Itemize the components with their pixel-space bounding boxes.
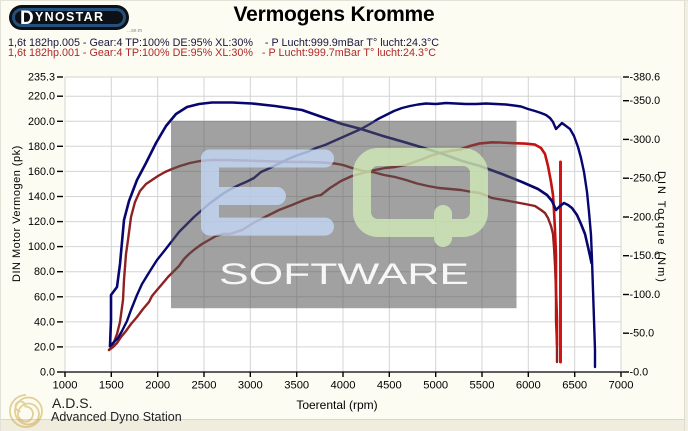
svg-text:6000: 6000 [516, 380, 541, 392]
svg-text:235.3: 235.3 [28, 72, 55, 84]
svg-text:-250.0: -250.0 [630, 173, 661, 185]
svg-text:-50.0: -50.0 [630, 328, 655, 340]
svg-text:-150.0: -150.0 [630, 250, 661, 262]
svg-text:220.0: 220.0 [28, 91, 55, 103]
svg-text:SOFTWARE: SOFTWARE [219, 258, 469, 291]
svg-text:200.0: 200.0 [28, 116, 55, 128]
svg-text:-200.0: -200.0 [630, 212, 661, 224]
svg-text:180.0: 180.0 [28, 141, 55, 153]
svg-text:6500: 6500 [562, 380, 587, 392]
svg-text:3000: 3000 [238, 380, 263, 392]
svg-text:20.0: 20.0 [34, 341, 55, 353]
svg-text:1500: 1500 [99, 380, 124, 392]
svg-text:40.0: 40.0 [34, 316, 55, 328]
svg-text:140.0: 140.0 [28, 191, 55, 203]
svg-text:4000: 4000 [331, 380, 356, 392]
svg-text:160.0: 160.0 [28, 166, 55, 178]
svg-text:-0.0: -0.0 [630, 367, 649, 379]
svg-text:100.0: 100.0 [28, 241, 55, 253]
svg-text:0.0: 0.0 [40, 367, 55, 379]
svg-text:-300.0: -300.0 [630, 134, 661, 146]
svg-text:60.0: 60.0 [34, 291, 55, 303]
svg-text:1000: 1000 [53, 380, 78, 392]
svg-text:5500: 5500 [470, 380, 495, 392]
svg-text:2000: 2000 [145, 380, 170, 392]
svg-text:120.0: 120.0 [28, 216, 55, 228]
svg-text:7000: 7000 [609, 380, 634, 392]
svg-text:3500: 3500 [284, 380, 309, 392]
svg-text:5000: 5000 [423, 380, 448, 392]
svg-text:4500: 4500 [377, 380, 402, 392]
svg-text:2500: 2500 [192, 380, 217, 392]
svg-text:-350.0: -350.0 [630, 95, 661, 107]
svg-text:-380.6: -380.6 [630, 72, 661, 84]
svg-text:80.0: 80.0 [34, 266, 55, 278]
svg-text:-100.0: -100.0 [630, 289, 661, 301]
